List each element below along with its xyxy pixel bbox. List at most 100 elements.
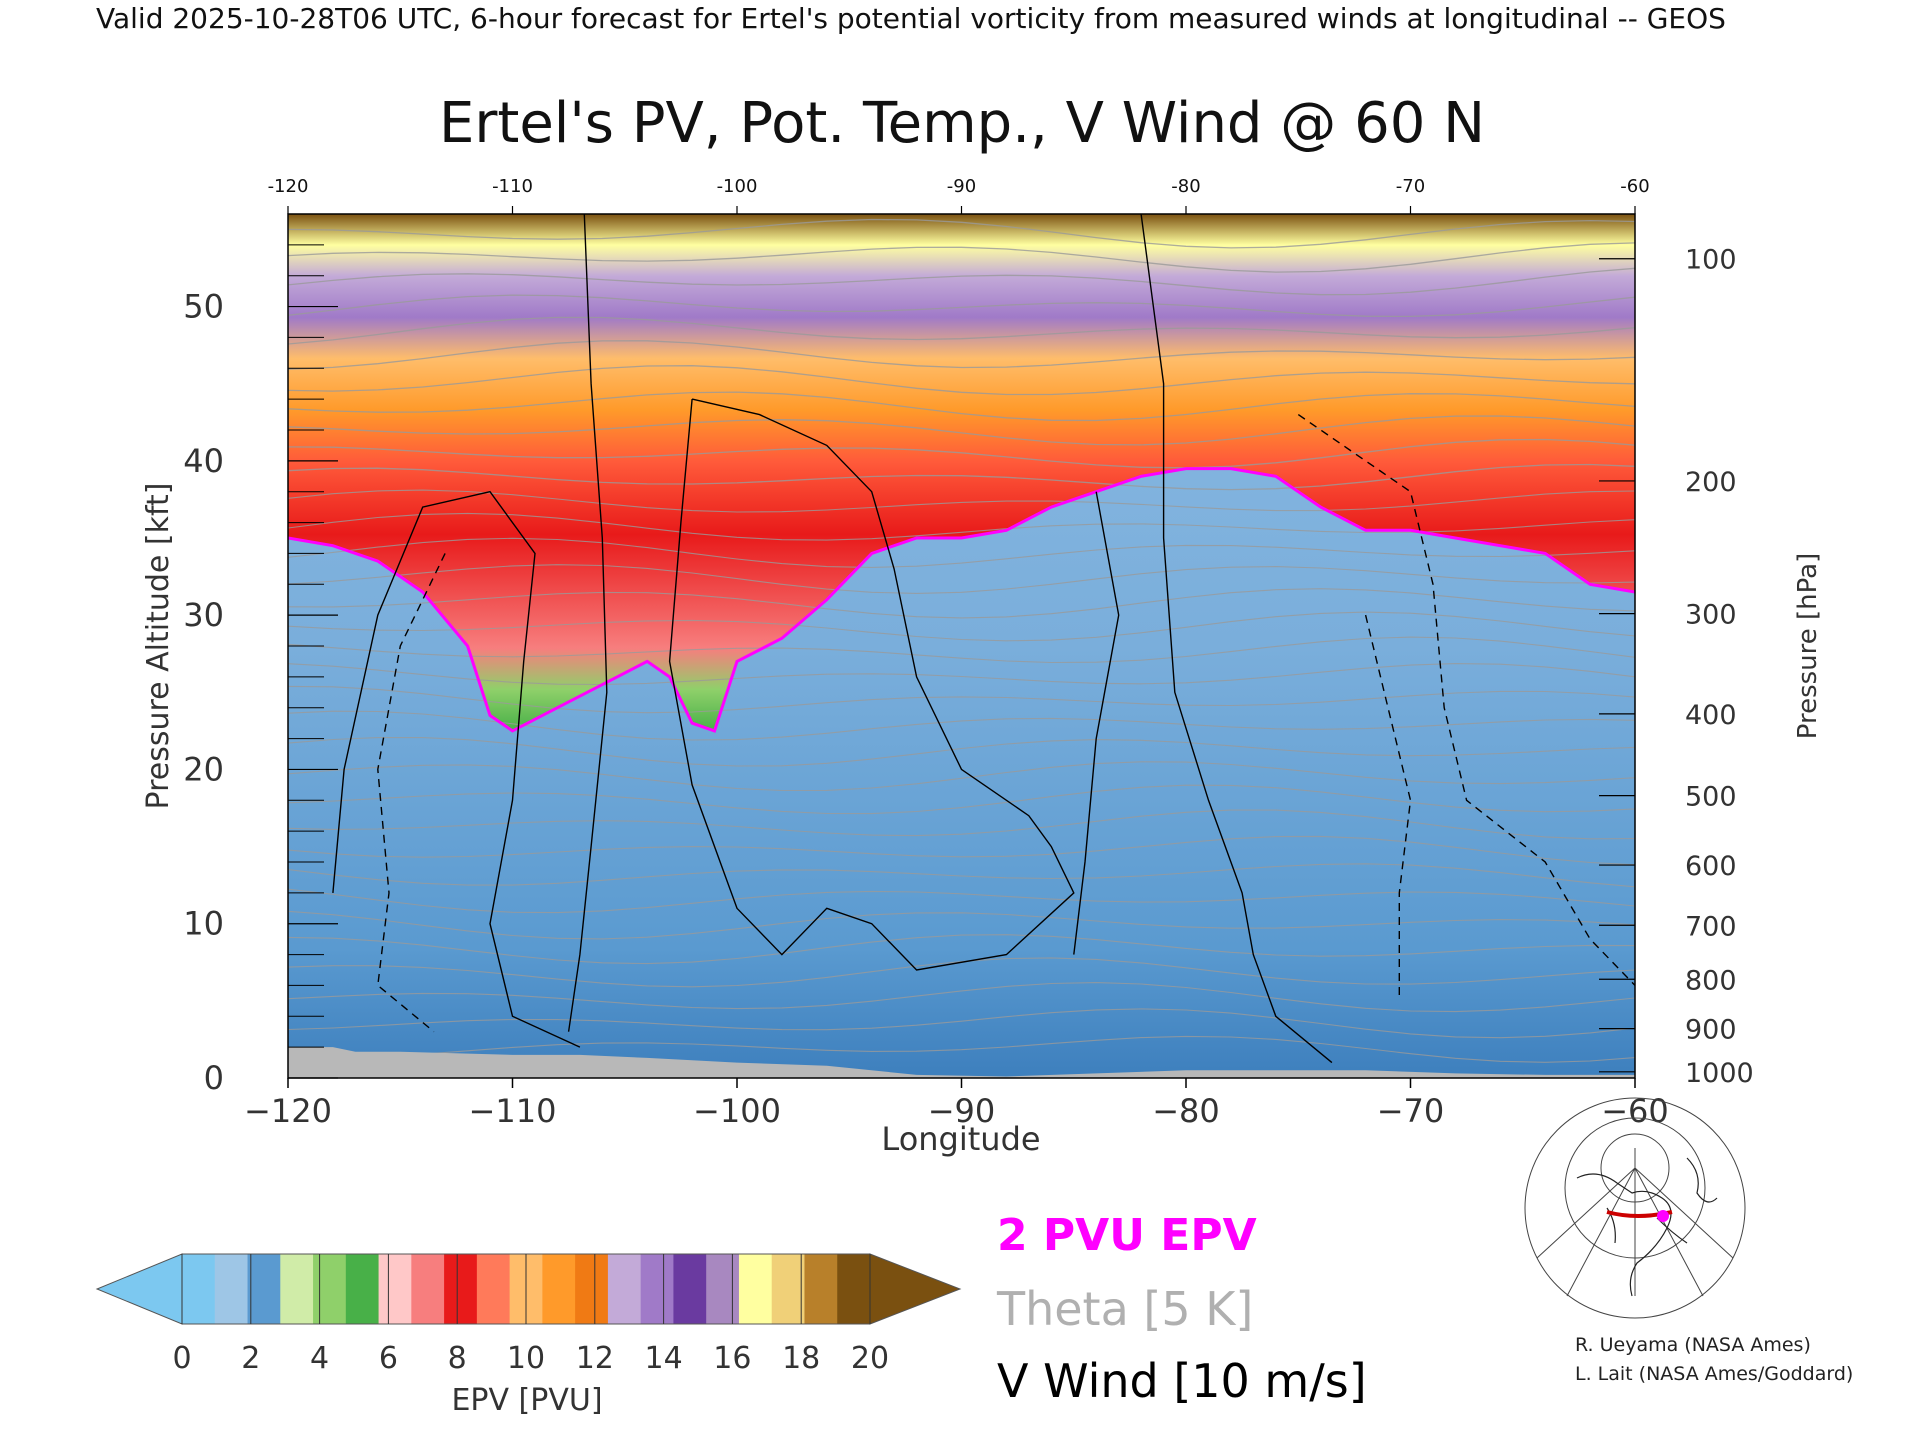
colorbar-segment xyxy=(542,1254,576,1324)
theta-contour xyxy=(288,415,1635,446)
wind-contour xyxy=(1073,491,1120,955)
theta-contour xyxy=(288,888,1635,914)
colorbar-segment xyxy=(214,1254,249,1324)
theta-contour xyxy=(288,267,1635,296)
wind-contour xyxy=(567,214,608,1032)
theta-contour xyxy=(288,809,1635,840)
pressure-axis-label: Pressure [hPa] xyxy=(1793,553,1823,740)
colorbar-tick-label: 6 xyxy=(379,1341,398,1376)
theta-contour xyxy=(288,910,1635,940)
wind-contour xyxy=(377,553,446,1033)
credit-line-2: L. Lait (NASA Ames/Goddard) xyxy=(1575,1363,1854,1385)
pressure-tick-label: 600 xyxy=(1685,851,1737,882)
theta-contour xyxy=(288,316,1635,345)
pressure-tick-label: 700 xyxy=(1685,911,1737,942)
colorbar-segment xyxy=(313,1254,347,1324)
wind-contour xyxy=(1364,614,1412,1001)
theta-contour xyxy=(288,294,1635,318)
v-wind-contours xyxy=(332,214,1635,1064)
pressure-axis: 100 200 300 400 500 600 700 800 900 1000 xyxy=(1599,245,1754,1089)
x-axis-top: -120 -110 -100 -90 -80 -70 -60 xyxy=(268,176,1650,214)
wind-contour xyxy=(668,398,1075,971)
colorbar-tick-label: 16 xyxy=(713,1341,751,1376)
colorbar-segment xyxy=(738,1254,773,1324)
theta-contour xyxy=(288,663,1635,686)
theta-contour xyxy=(288,564,1635,594)
theta-contour xyxy=(288,835,1635,866)
theta-contour xyxy=(288,636,1635,664)
colorbar-tick-label: 10 xyxy=(507,1341,545,1376)
theta-contour xyxy=(288,611,1635,642)
credit-line-1: R. Ueyama (NASA Ames) xyxy=(1575,1334,1811,1356)
pressure-tick-label: 200 xyxy=(1685,467,1737,498)
x-top-tick-label: -110 xyxy=(492,176,533,197)
x-tick-label: −70 xyxy=(1377,1092,1445,1130)
wind-contour xyxy=(332,490,581,1048)
colorbar-segment xyxy=(607,1254,642,1324)
theta-contour xyxy=(288,1035,1635,1063)
colorbar: 0 2 4 6 8 10 12 14 16 18 20 xyxy=(95,1253,962,1376)
colorbar-segment xyxy=(804,1254,838,1324)
x-tick-label: −80 xyxy=(1152,1092,1220,1130)
colorbar-tick-label: 8 xyxy=(448,1341,467,1376)
x-tick-label: −100 xyxy=(693,1092,781,1130)
pressure-tick-label: 300 xyxy=(1685,600,1737,631)
colorbar-segment xyxy=(345,1254,380,1324)
colorbar-segment xyxy=(837,1254,871,1324)
legend-theta: Theta [5 K] xyxy=(997,1282,1254,1336)
two-pvu-contour xyxy=(288,467,1635,733)
theta-contour xyxy=(288,737,1635,767)
stratosphere-band xyxy=(288,214,1635,731)
y-tick-label: 30 xyxy=(183,596,224,634)
terrain-mask xyxy=(288,1047,1635,1078)
y-tick-label: 50 xyxy=(183,288,224,326)
theta-contour xyxy=(288,391,1635,422)
pressure-tick-label: 500 xyxy=(1685,782,1737,813)
x-top-tick-label: -70 xyxy=(1396,176,1425,197)
pressure-tick-label: 400 xyxy=(1685,700,1737,731)
theta-contour xyxy=(288,218,1635,249)
y-tick-label: 40 xyxy=(183,442,224,480)
theta-contour xyxy=(288,863,1635,888)
theta-contour xyxy=(288,957,1635,988)
theta-contour xyxy=(288,242,1635,273)
colorbar-segment xyxy=(476,1254,511,1324)
legend-vwind: V Wind [10 m/s] xyxy=(997,1354,1367,1408)
x-top-tick-label: -120 xyxy=(268,176,309,197)
theta-contour xyxy=(288,489,1635,513)
pressure-tick-label: 1000 xyxy=(1685,1058,1754,1089)
theta-contour xyxy=(288,710,1635,741)
colorbar-segment xyxy=(378,1254,412,1324)
legend-2pvu: 2 PVU EPV xyxy=(997,1210,1257,1261)
x-axis: −120 −110 −100 −90 −80 −70 −60 xyxy=(244,1078,1669,1130)
colorbar-label: EPV [PVU] xyxy=(451,1383,602,1418)
colorbar-tick-label: 14 xyxy=(645,1341,683,1376)
wind-contour xyxy=(1297,414,1635,986)
colorbar-segment xyxy=(247,1254,281,1324)
colorbar-segment xyxy=(575,1254,609,1324)
colorbar-segment xyxy=(706,1254,740,1324)
x-tick-label: −120 xyxy=(244,1092,332,1130)
colorbar-tick-label: 0 xyxy=(172,1341,191,1376)
plot-area xyxy=(288,214,1635,1078)
colorbar-segment xyxy=(182,1254,216,1324)
page-header: Valid 2025-10-28T06 UTC, 6-hour forecast… xyxy=(96,2,1726,35)
chart-title: Ertel's PV, Pot. Temp., V Wind @ 60 N xyxy=(439,91,1485,156)
y-tick-label: 10 xyxy=(183,905,224,943)
theta-contour xyxy=(288,1008,1635,1039)
colorbar-segment xyxy=(444,1254,478,1324)
colorbar-segment xyxy=(771,1254,805,1324)
theta-contour xyxy=(288,438,1635,469)
pressure-tick-label: 800 xyxy=(1685,965,1737,996)
theta-contour xyxy=(288,685,1635,714)
colorbar-segment xyxy=(640,1254,674,1324)
x-tick-label: −110 xyxy=(469,1092,557,1130)
theta-contour xyxy=(288,340,1635,370)
theta-contour xyxy=(288,537,1635,568)
x-top-tick-label: -100 xyxy=(717,176,758,197)
theta-contour xyxy=(288,512,1635,541)
wind-contour xyxy=(1140,214,1333,1064)
pressure-tick-label: 900 xyxy=(1685,1015,1737,1046)
pressure-tick-label: 100 xyxy=(1685,245,1737,276)
